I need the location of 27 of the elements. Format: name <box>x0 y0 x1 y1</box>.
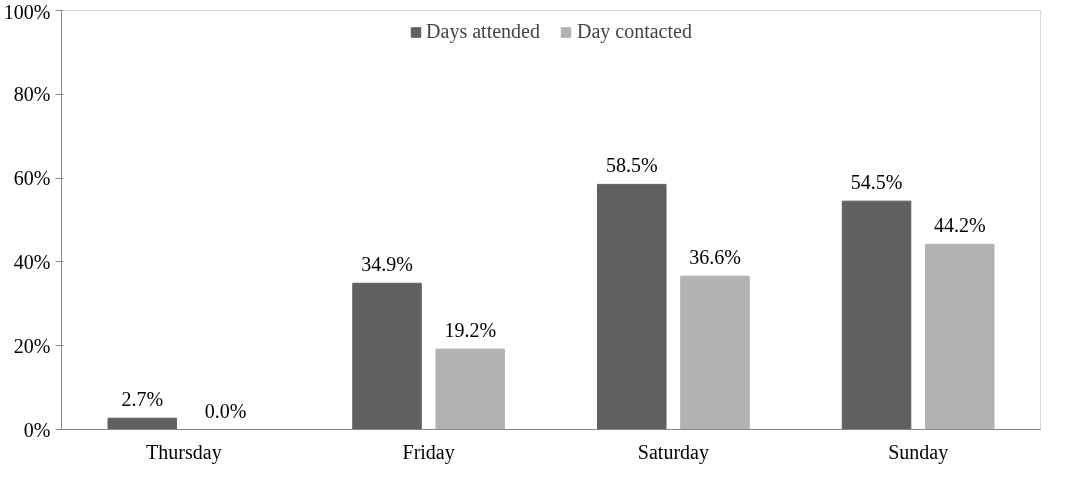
y-tick-label: 60% <box>13 167 51 190</box>
legend-label: Days attended <box>426 20 540 43</box>
data-label: 44.2% <box>933 214 986 237</box>
y-tick-label: 40% <box>13 250 51 273</box>
bar <box>435 348 505 430</box>
x-tick-label: Friday <box>402 440 455 464</box>
data-label: 54.5% <box>850 171 903 194</box>
data-label: 19.2% <box>444 319 497 342</box>
x-tick-label: Saturday <box>637 440 709 464</box>
data-label: 2.7% <box>121 388 164 411</box>
bar <box>841 200 912 430</box>
y-tick-label: 0% <box>23 418 51 441</box>
x-tick-label: Thursday <box>146 440 222 464</box>
data-label: 36.6% <box>689 246 741 269</box>
y-tick-label: 100% <box>3 0 51 23</box>
legend-label: Day contacted <box>576 20 692 43</box>
bar <box>352 282 422 430</box>
bar <box>597 183 667 430</box>
data-label: 58.5% <box>605 154 658 177</box>
bar <box>924 243 995 430</box>
bar <box>680 275 750 430</box>
y-tick-label: 80% <box>13 83 51 106</box>
x-tick-label: Sunday <box>888 440 949 464</box>
bar <box>107 417 178 430</box>
y-tick-label: 20% <box>13 334 51 357</box>
data-label: 0.0% <box>204 399 247 422</box>
data-label: 34.9% <box>361 253 413 276</box>
